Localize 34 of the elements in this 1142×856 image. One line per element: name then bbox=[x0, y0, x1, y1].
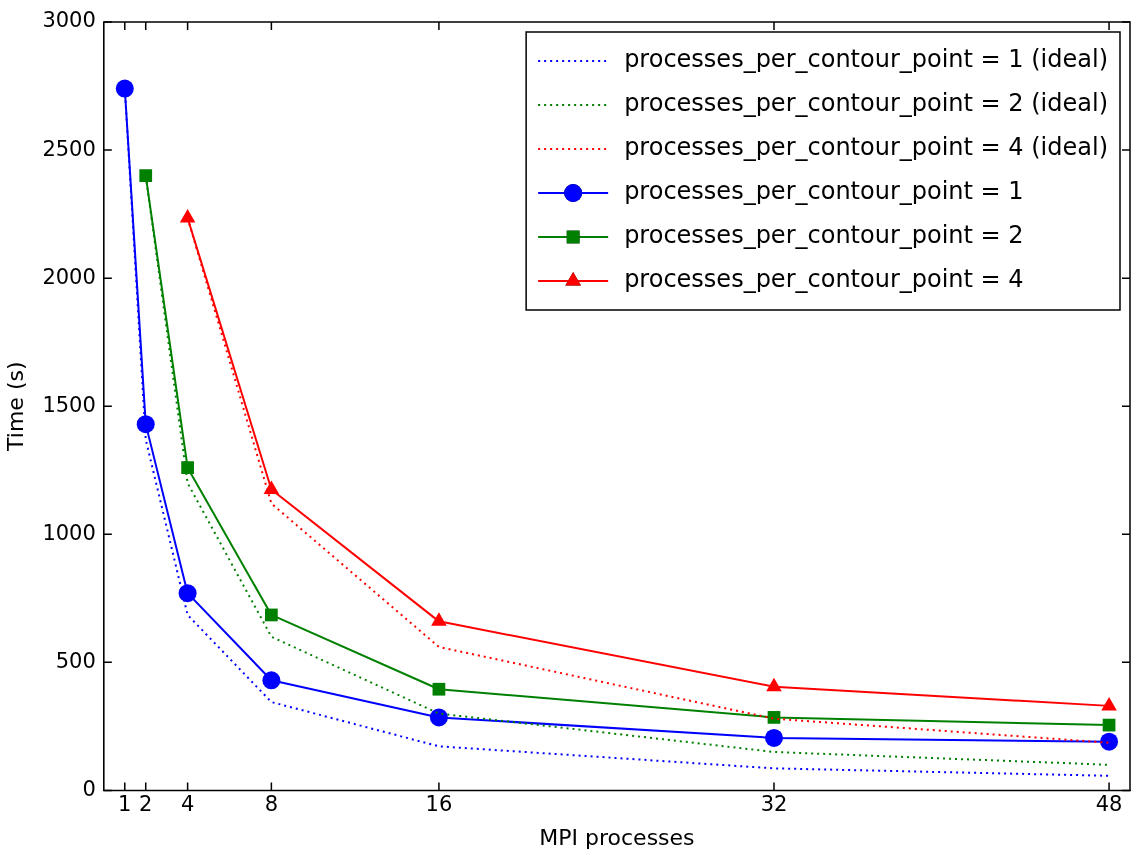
legend-label: processes_per_contour_point = 2 (ideal) bbox=[624, 89, 1109, 118]
x-tick-label: 2 bbox=[139, 792, 153, 817]
point bbox=[115, 79, 134, 98]
x-tick-label: 32 bbox=[760, 792, 788, 817]
x-axis-title: MPI processes bbox=[539, 824, 695, 850]
point bbox=[181, 461, 194, 475]
legend-label: processes_per_contour_point = 1 bbox=[624, 177, 1024, 206]
x-tick-label: 1 bbox=[118, 792, 132, 817]
y-tick-label: 2000 bbox=[42, 264, 96, 289]
legend-label: processes_per_contour_point = 4 (ideal) bbox=[624, 133, 1109, 162]
y-tick-label: 3000 bbox=[42, 8, 96, 33]
legend-label: processes_per_contour_point = 4 bbox=[624, 265, 1024, 294]
point bbox=[136, 415, 155, 434]
x-tick-label: 4 bbox=[180, 792, 195, 817]
y-tick-label: 2500 bbox=[42, 136, 96, 161]
point bbox=[1100, 732, 1119, 751]
point bbox=[432, 682, 446, 696]
y-tick-label: 1000 bbox=[42, 520, 96, 545]
legend-label: processes_per_contour_point = 1 (ideal) bbox=[624, 45, 1109, 74]
legend-label: processes_per_contour_point = 2 bbox=[624, 221, 1024, 250]
point bbox=[139, 169, 153, 183]
x-tick-label: 8 bbox=[264, 792, 279, 817]
x-tick-label: 48 bbox=[1095, 792, 1123, 817]
point bbox=[767, 711, 781, 724]
point bbox=[265, 608, 278, 622]
point bbox=[178, 584, 197, 603]
point bbox=[262, 671, 281, 690]
y-axis-title: Time (s) bbox=[2, 361, 28, 452]
y-tick-label: 500 bbox=[55, 648, 96, 673]
point bbox=[429, 708, 448, 727]
y-tick-label: 1500 bbox=[42, 392, 96, 417]
point bbox=[764, 728, 783, 747]
y-tick-label: 0 bbox=[82, 776, 96, 801]
x-tick-label: 16 bbox=[425, 792, 453, 817]
